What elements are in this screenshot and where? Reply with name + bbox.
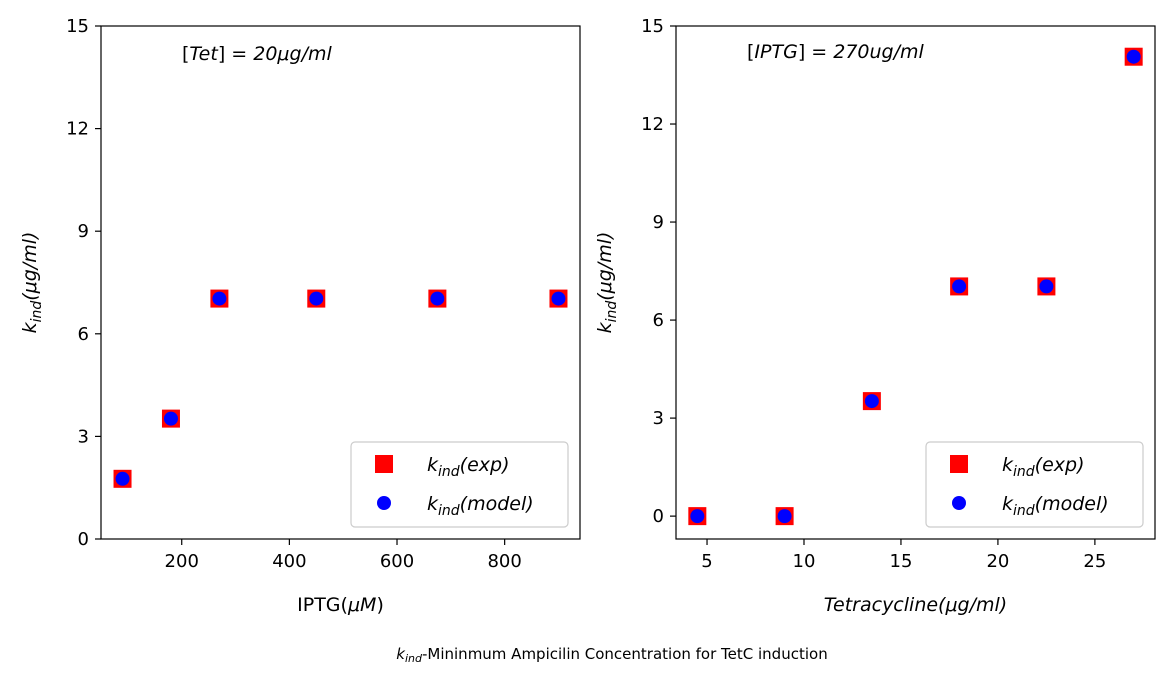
legend-label-model: kind(model) [427,493,534,519]
x-tick-label: 600 [380,551,414,572]
data-point-model [690,509,705,524]
legend-marker-exp [950,455,968,473]
legend-marker-model [952,496,966,510]
y-tick-label: 3 [653,408,664,429]
y-axis-label: kind(μg/ml) [594,232,620,334]
x-tick-label: 200 [165,551,199,572]
legend: kind(exp) kind(model) [925,441,1144,528]
data-point-model [1126,49,1141,64]
plot-frame [675,25,1156,540]
data-point-model [1039,279,1054,294]
y-tick-label: 15 [66,16,89,37]
legend-label-exp: kind(exp) [427,454,510,480]
x-tick-label: 15 [890,551,913,572]
plot-frame [100,25,581,540]
x-tick-label: 5 [701,551,712,572]
y-tick-label: 3 [78,426,89,447]
x-tick-label: 10 [793,551,816,572]
y-axis-label: kind(μg/ml) [19,232,45,334]
x-tick-label: 25 [1083,551,1106,572]
legend-marker-exp [375,455,393,473]
y-tick-label: 0 [78,529,89,550]
y-tick-label: 6 [653,310,664,331]
data-point-model [864,394,879,409]
data-point-model [551,291,566,306]
legend-label-exp: kind(exp) [1002,454,1085,480]
data-point-model [163,411,178,426]
data-point-model [115,471,130,486]
legend-marker-model [377,496,391,510]
data-point-model [309,291,324,306]
x-tick-label: 400 [272,551,306,572]
x-axis-label: Tetracycline(μg/ml) [824,594,1007,616]
chart-panel-2: 5 10 15 20 25 0 3 6 9 12 15 Tetracycline(μg/ml) kind… [594,16,1156,616]
panel-annotation: [Tet] = 20μg/ml [182,43,332,65]
chart-panel-1: 200 400 600 800 0 3 6 9 12 15 IPTG(μM) kind(μg/ml) [… [19,16,581,616]
x-axis-label: IPTG(μM) [297,594,384,616]
y-tick-label: 12 [641,114,664,135]
panel-annotation: [IPTG] = 270ug/ml [747,41,925,63]
y-tick-label: 15 [641,16,664,37]
legend-frame [350,441,569,528]
legend-frame [925,441,1144,528]
x-tick-label: 20 [986,551,1009,572]
y-tick-label: 9 [78,221,89,242]
data-point-model [952,279,967,294]
y-tick-label: 0 [653,506,664,527]
data-point-model [212,291,227,306]
legend-label-model: kind(model) [1002,493,1109,519]
legend: kind(exp) kind(model) [350,441,569,528]
y-tick-label: 6 [78,324,89,345]
x-tick-label: 800 [487,551,521,572]
y-tick-label: 12 [66,119,89,140]
y-tick-label: 9 [653,212,664,233]
data-point-model [777,509,792,524]
figure-caption: kind-Mininmum Ampicilin Concentration fo… [396,645,827,665]
data-point-model [430,291,445,306]
